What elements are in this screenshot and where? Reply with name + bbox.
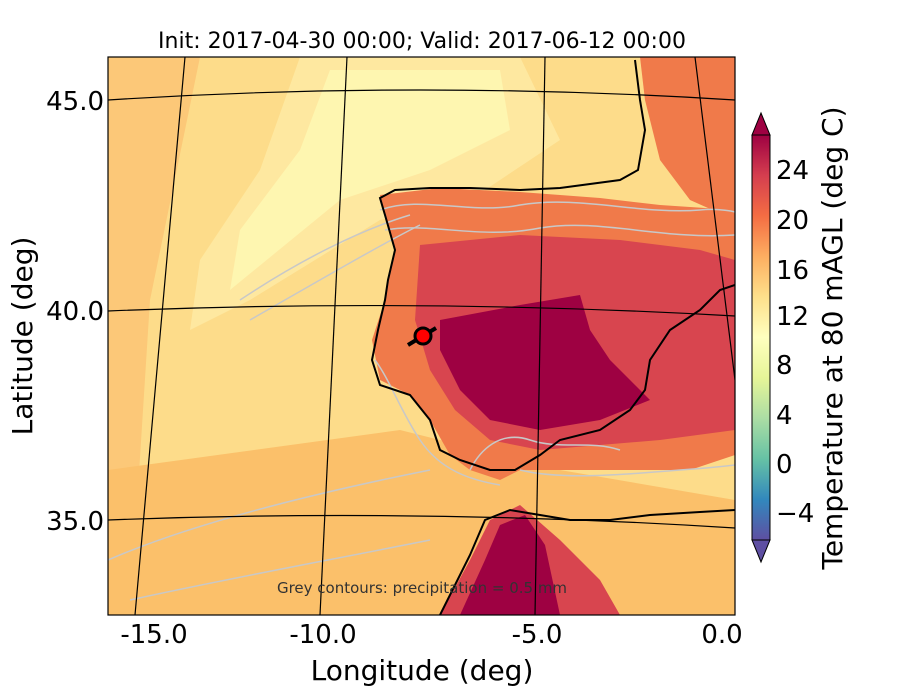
- y-tick-label: 35.0: [46, 507, 104, 537]
- colorbar-tick: 12: [776, 302, 809, 332]
- colorbar: 24 20 16 12 8 4 0 −4 Temperature at 80 m…: [751, 106, 849, 571]
- colorbar-tick: 4: [776, 401, 793, 431]
- colorbar-label: Temperature at 80 mAGL (deg C): [816, 106, 849, 570]
- colorbar-tick: 24: [776, 156, 809, 186]
- temperature-map: Grey contours: precipitation = 0.5 mm: [108, 57, 735, 615]
- colorbar-tick: −4: [776, 499, 814, 529]
- y-tick-label: 45.0: [46, 87, 104, 117]
- x-tick-label: 0.0: [701, 620, 742, 650]
- coastline: [370, 59, 735, 615]
- location-marker: [413, 326, 433, 346]
- colorbar-gradient: [751, 134, 771, 541]
- plot-title: Init: 2017-04-30 00:00; Valid: 2017-06-1…: [158, 29, 686, 54]
- x-axis-label: Longitude (deg): [311, 654, 534, 687]
- cool-plume-inner: [230, 70, 510, 290]
- graticule: [108, 57, 735, 615]
- iberia-hottest: [440, 295, 650, 430]
- colorbar-min-extend: [751, 539, 771, 564]
- x-tick-labels: -15.0 -10.0 -5.0 0.0: [120, 620, 742, 650]
- mediterranean-warm: [640, 57, 735, 220]
- y-tick-labels: 45.0 40.0 35.0: [46, 87, 104, 537]
- x-tick-label: -10.0: [289, 620, 356, 650]
- colorbar-tick: 0: [776, 450, 793, 480]
- colorbar-max-extend: [751, 111, 771, 136]
- map-frame: [107, 56, 736, 616]
- contour-annotation: Grey contours: precipitation = 0.5 mm: [277, 579, 567, 597]
- y-tick-label: 40.0: [46, 297, 104, 327]
- x-tick-label: -5.0: [512, 620, 563, 650]
- colorbar-tick: 20: [776, 206, 809, 236]
- y-axis-label: Latitude (deg): [6, 237, 39, 436]
- x-tick-label: -15.0: [120, 620, 187, 650]
- colorbar-tick: 8: [776, 351, 793, 381]
- precip-contours: [108, 201, 735, 601]
- colorbar-tick: 16: [776, 256, 809, 286]
